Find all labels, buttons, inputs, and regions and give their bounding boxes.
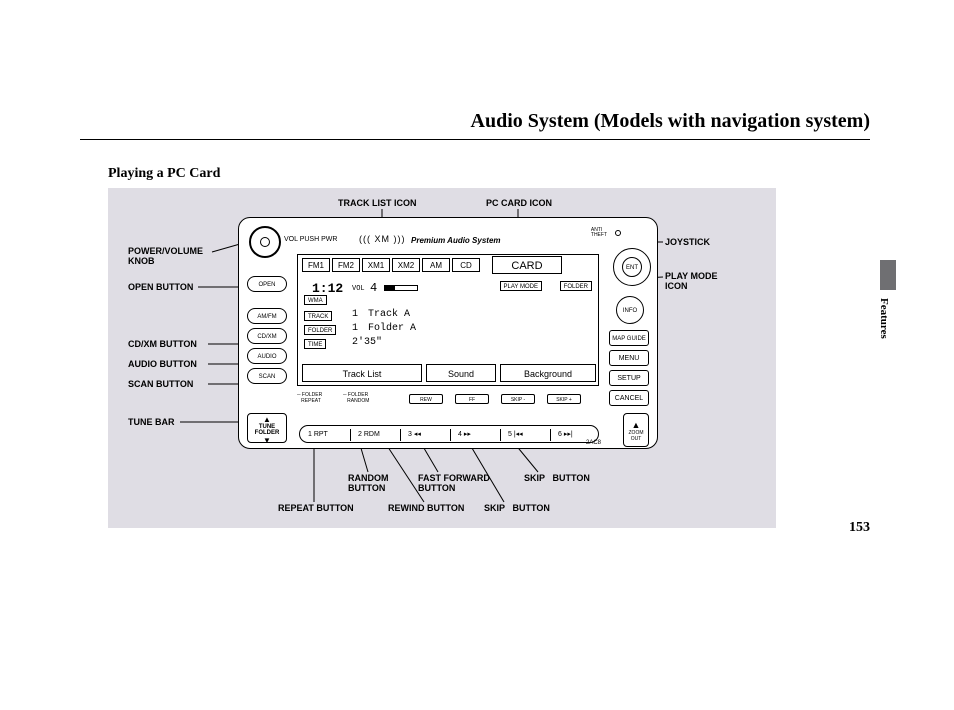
callout-tune: TUNE BAR [128, 418, 175, 428]
folder-no: 1 [352, 323, 358, 334]
page-title: Audio System (Models with navigation sys… [80, 110, 870, 140]
vol-label: VOL [352, 285, 365, 293]
xm-logo: ((( XM ))) [359, 234, 405, 244]
zoom-out-button[interactable]: ▲ ZOOM OUT [623, 413, 649, 447]
tune-bar[interactable]: ▲ TUNE FOLDER ▼ [247, 413, 287, 443]
head-unit: VOL PUSH PWR Premium Audio System ((( XM… [238, 217, 658, 449]
callout-rewind: REWIND BUTTON [388, 504, 464, 514]
preset-5[interactable]: 5 |◂◂ [508, 426, 523, 444]
page-number: 153 [849, 520, 870, 536]
callout-skip-back: SKIP BUTTON [484, 504, 550, 514]
callout-track-list-icon: TRACK LIST ICON [338, 199, 417, 209]
callout-play-mode: PLAY MODE ICON [665, 272, 735, 292]
wma-chip: WMA [304, 295, 327, 305]
volume-knob-icon[interactable] [249, 226, 281, 258]
elapsed-time: 2'35" [352, 337, 382, 348]
preset-3[interactable]: 3 ◂◂ [408, 426, 421, 444]
callout-random: RANDOM BUTTON [348, 474, 398, 494]
callout-scan: SCAN BUTTON [128, 380, 193, 390]
map-button[interactable]: MAP GUIDE [609, 330, 649, 346]
src-card[interactable]: CARD [492, 256, 562, 274]
ent-button[interactable]: ENT [622, 257, 642, 277]
setup-button[interactable]: SETUP [609, 370, 649, 386]
side-tab [880, 260, 896, 290]
src-fm1[interactable]: FM1 [302, 258, 330, 272]
menu-button[interactable]: MENU [609, 350, 649, 366]
info-button[interactable]: INFO [616, 296, 644, 324]
skipplus-small-button[interactable]: SKIP + [547, 394, 581, 404]
track-no: 1 [352, 309, 358, 320]
vol-value: 4 [370, 281, 377, 295]
soft-tracklist[interactable]: Track List [302, 364, 422, 382]
callout-skip-fwd: SKIP BUTTON [524, 474, 590, 484]
preset-4[interactable]: 4 ▸▸ [458, 426, 471, 444]
amfm-button[interactable]: AM/FM [247, 308, 287, 324]
ff-small-button[interactable]: FF [455, 394, 489, 404]
tail-code: 2AC8 [586, 440, 601, 446]
zoom-label: ZOOM OUT [624, 430, 648, 442]
soft-sound[interactable]: Sound [426, 364, 496, 382]
folder-chip: FOLDER [304, 325, 336, 335]
preset-bar: 1 RPT 2 RDM 3 ◂◂ 4 ▸▸ 5 |◂◂ 6 ▸▸| [299, 425, 599, 443]
cancel-button[interactable]: CANCEL [609, 390, 649, 406]
src-xm1[interactable]: XM1 [362, 258, 390, 272]
src-cd[interactable]: CD [452, 258, 480, 272]
src-xm2[interactable]: XM2 [392, 258, 420, 272]
clock-time: 1:12 [312, 281, 343, 296]
folder-nav-chip: FOLDER [560, 281, 592, 291]
callout-cdxm: CD/XM BUTTON [128, 340, 197, 350]
section-subhead: Playing a PC Card [108, 166, 870, 182]
preset-6[interactable]: 6 ▸▸| [558, 426, 573, 444]
display-screen: FM1 FM2 XM1 XM2 AM CD CARD 1:12 VOL 4 PL… [297, 254, 599, 386]
audio-button[interactable]: AUDIO [247, 348, 287, 364]
callout-open: OPEN BUTTON [128, 283, 193, 293]
brand-text: Premium Audio System [411, 236, 501, 245]
side-label: Features [878, 298, 890, 339]
src-fm2[interactable]: FM2 [332, 258, 360, 272]
open-button[interactable]: OPEN [247, 276, 287, 292]
callout-pc-card-icon: PC CARD ICON [486, 199, 552, 209]
callout-power-volume: POWER/VOLUME KNOB [128, 247, 218, 267]
joystick-ring[interactable]: ENT [613, 248, 651, 286]
callout-audio: AUDIO BUTTON [128, 360, 197, 370]
callout-ff: FAST FORWARD BUTTON [418, 474, 498, 494]
preset-2[interactable]: 2 RDM [358, 426, 380, 444]
rew-small-button[interactable]: REW [409, 394, 443, 404]
src-am[interactable]: AM [422, 258, 450, 272]
preset-1[interactable]: 1 RPT [308, 426, 328, 444]
theft-led-icon [615, 230, 621, 236]
anti-theft-label: ANTITHEFT [591, 228, 607, 238]
time-chip: TIME [304, 339, 326, 349]
track-name: Track A [368, 309, 410, 320]
cdxm-button[interactable]: CD/XM [247, 328, 287, 344]
track-chip: TRACK [304, 311, 332, 321]
callout-joystick: JOYSTICK [665, 238, 710, 248]
folder-random-legend: ─ FOLDER RANDOM [343, 392, 369, 404]
skipminus-small-button[interactable]: SKIP - [501, 394, 535, 404]
vol-bar-icon [384, 285, 418, 291]
callout-repeat: REPEAT BUTTON [278, 504, 354, 514]
page-body: Audio System (Models with navigation sys… [80, 110, 870, 528]
tune-label: TUNE FOLDER [248, 424, 286, 436]
scan-button[interactable]: SCAN [247, 368, 287, 384]
play-mode-chip: PLAY MODE [500, 281, 542, 291]
folder-name: Folder A [368, 323, 416, 334]
radio-figure: TRACK LIST ICON PC CARD ICON POWER/VOLUM… [108, 188, 776, 528]
vol-knob-label: VOL PUSH PWR [284, 236, 337, 243]
soft-background[interactable]: Background [500, 364, 596, 382]
folder-repeat-legend: ─ FOLDER REPEAT [297, 392, 322, 404]
